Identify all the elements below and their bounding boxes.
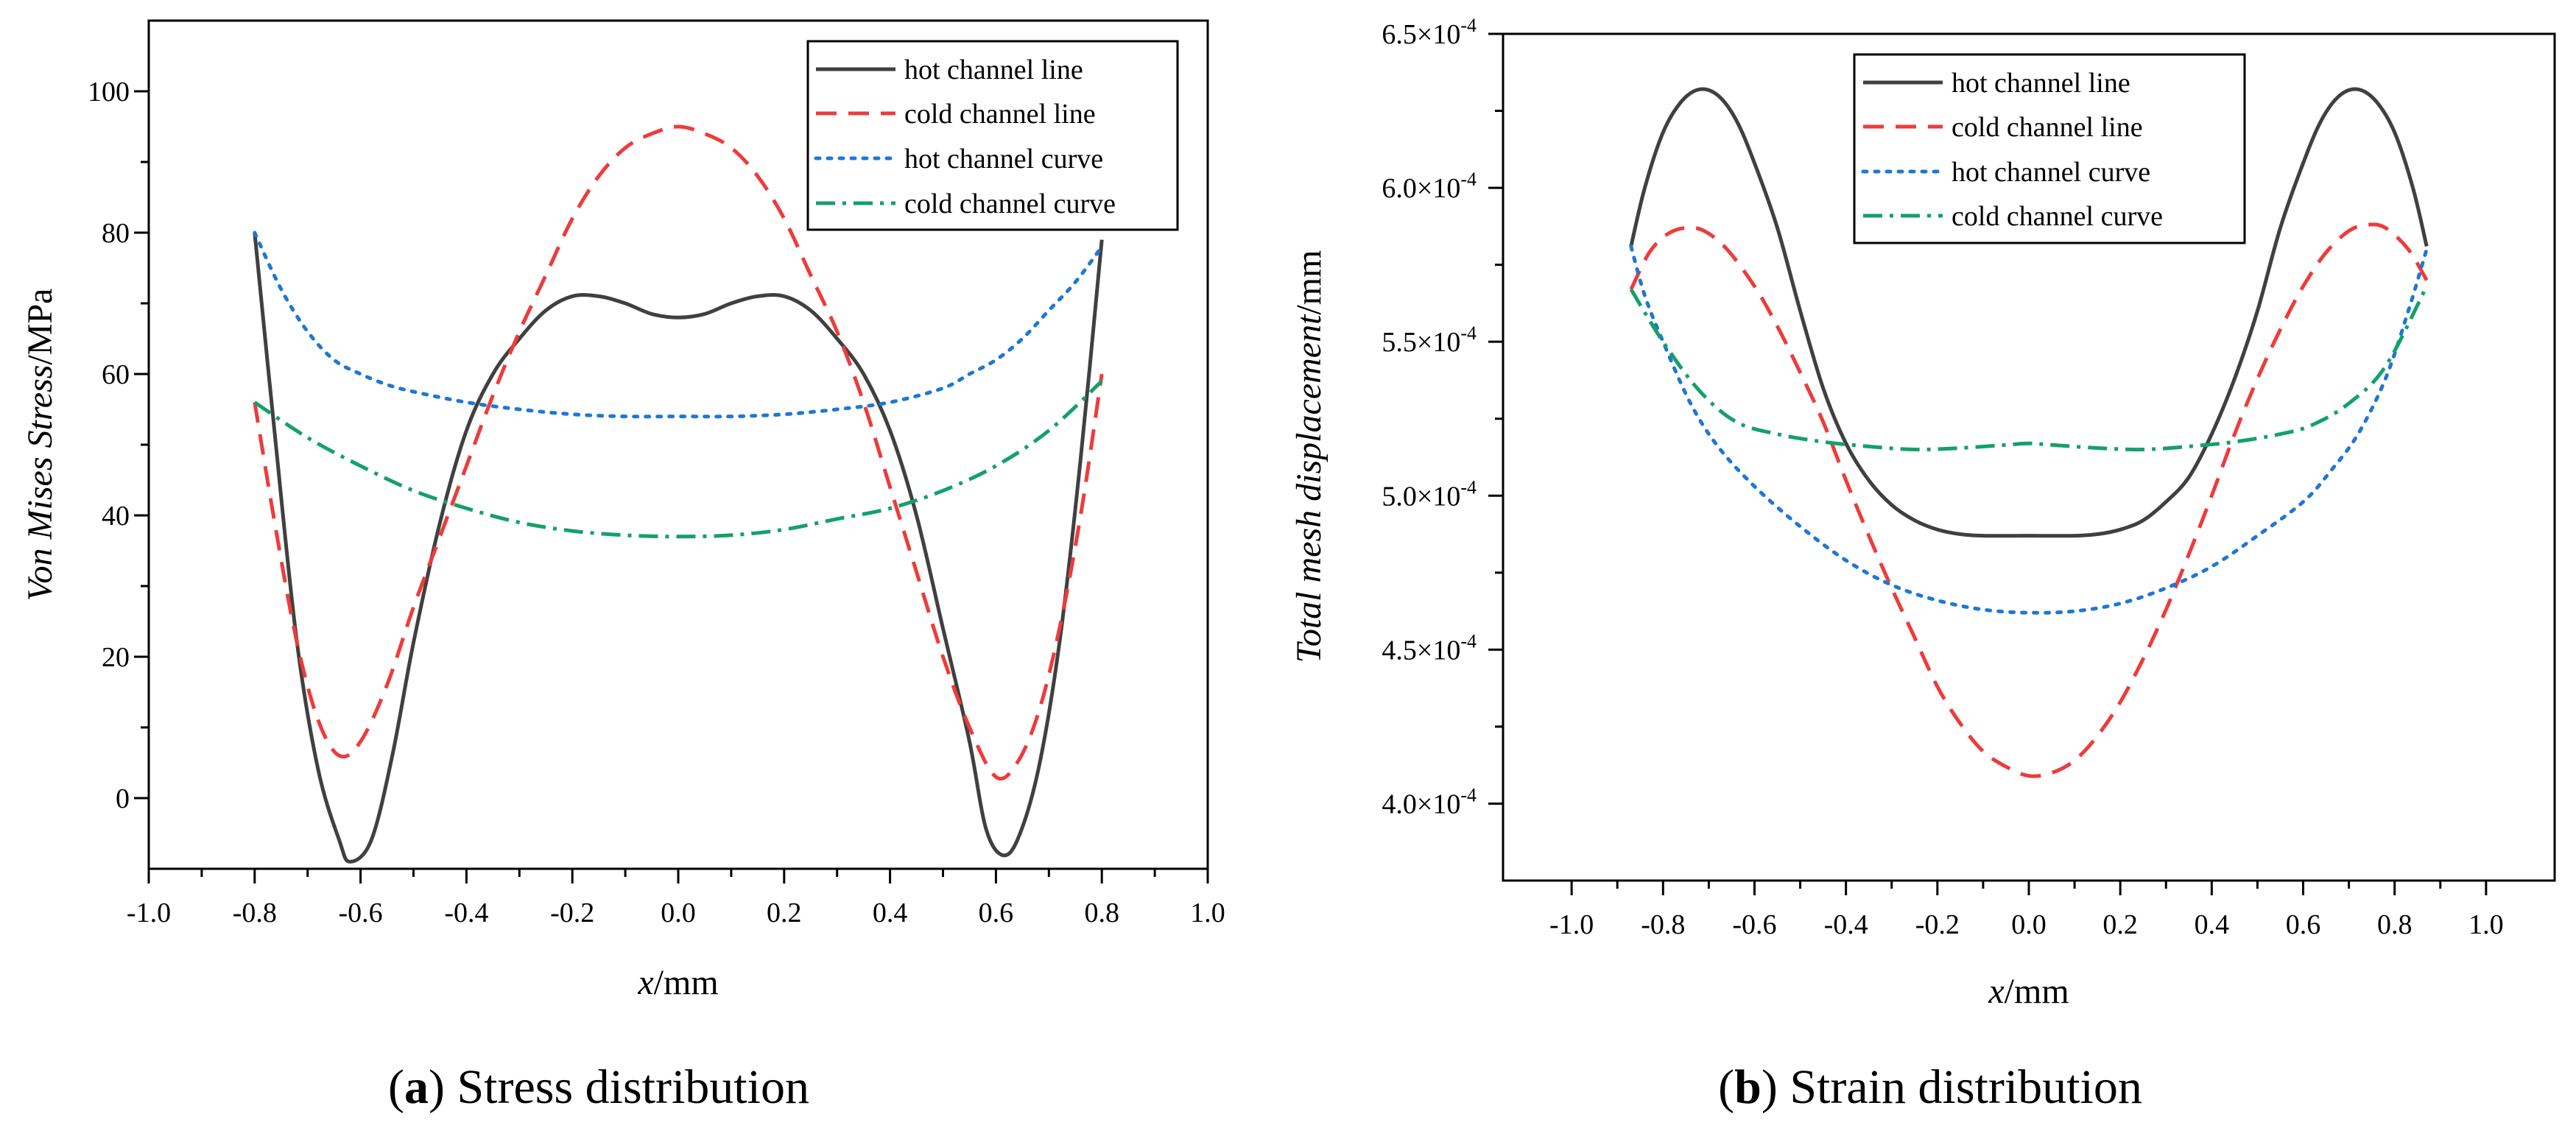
legend-cold-line: cold channel line bbox=[904, 99, 1096, 130]
series-hot-channel-line bbox=[1629, 87, 2429, 538]
legend-hot-line: hot channel line bbox=[1952, 68, 2130, 99]
x-tick-label: -1.0 bbox=[1549, 909, 1594, 940]
x-tick-label: -0.6 bbox=[1732, 909, 1776, 940]
caption-a: (a) Stress distribution bbox=[388, 1060, 809, 1114]
x-tick-label: -0.4 bbox=[444, 898, 488, 928]
x-tick-label: -0.8 bbox=[233, 898, 277, 928]
x-tick-label: -0.6 bbox=[339, 898, 383, 928]
x-tick-label: -0.2 bbox=[1915, 909, 1960, 940]
legend-cold-line: cold channel line bbox=[1952, 112, 2143, 143]
y-axis-label: Total mesh displacement/mm bbox=[1289, 250, 1329, 663]
x-tick-label: -0.4 bbox=[1824, 909, 1868, 940]
legend-box bbox=[806, 40, 1179, 231]
y-tick-label: 4.5×10-4 bbox=[1382, 630, 1477, 666]
x-tick-label: 0.4 bbox=[873, 898, 908, 928]
legend-cold-curve: cold channel curve bbox=[1952, 201, 2163, 232]
y-tick-label: 4.0×10-4 bbox=[1382, 784, 1477, 819]
series-hot-channel-curve bbox=[253, 230, 1104, 419]
y-tick-label: 80 bbox=[102, 218, 130, 249]
x-axis-label: x/mm bbox=[1988, 972, 2069, 1011]
y-axis-label: Von Mises Stress/MPa bbox=[21, 289, 60, 602]
x-tick-label: 0.8 bbox=[1084, 898, 1119, 928]
legend: hot channel line cold channel line hot c… bbox=[806, 40, 1179, 231]
x-tick-label: 1.0 bbox=[1190, 898, 1225, 928]
series-cold-channel-line bbox=[1629, 222, 2429, 778]
x-axis-label: x/mm bbox=[637, 963, 718, 1002]
legend-hot-line: hot channel line bbox=[904, 54, 1083, 85]
series-hot-channel-curve bbox=[1629, 244, 2429, 615]
series-cold-channel-curve bbox=[253, 379, 1103, 539]
x-tick-label: 0.8 bbox=[2377, 909, 2413, 940]
y-tick-label: 5.0×10-4 bbox=[1382, 476, 1477, 512]
legend-cold-curve: cold channel curve bbox=[904, 188, 1116, 219]
series-cold-channel-curve bbox=[1629, 285, 2429, 452]
y-tick-label: 40 bbox=[102, 501, 130, 532]
legend: hot channel line cold channel line hot c… bbox=[1853, 53, 2246, 244]
y-tick-label: 20 bbox=[102, 642, 130, 673]
x-tick-label: -0.2 bbox=[550, 898, 594, 928]
strain-chart: -1.0 -0.8 -0.6 -0.4 -0.2 0.0 0.2 0.4 0.6 0.8 1.0 4.… bbox=[1289, 15, 2556, 1114]
x-tick-label: 0.0 bbox=[661, 898, 696, 928]
legend-hot-curve: hot channel curve bbox=[904, 144, 1103, 174]
x-tick-label: 0.6 bbox=[979, 898, 1014, 928]
x-tick-label: 0.4 bbox=[2195, 909, 2230, 940]
x-tick-label: 0.2 bbox=[2102, 909, 2138, 940]
y-tick-label: 6.0×10-4 bbox=[1382, 169, 1477, 204]
y-tick-label: 6.5×10-4 bbox=[1382, 15, 1477, 50]
stress-chart: -1.0 -0.8 -0.6 -0.4 -0.2 0.0 0.2 0.4 0.6 0.8 1.0 0 2… bbox=[21, 19, 1225, 1114]
y-tick-label: 0 bbox=[116, 783, 130, 814]
x-tick-label: -0.8 bbox=[1641, 909, 1685, 940]
x-tick-label: 0.6 bbox=[2286, 909, 2321, 940]
x-tick-label: 0.2 bbox=[767, 898, 802, 928]
series-cold-channel-line bbox=[253, 124, 1104, 781]
x-tick-label: 1.0 bbox=[2468, 909, 2504, 940]
x-tick-label: 0.0 bbox=[2011, 909, 2047, 940]
y-tick-label: 60 bbox=[102, 359, 130, 390]
x-tick-label: -1.0 bbox=[127, 898, 171, 928]
y-tick-label: 5.5×10-4 bbox=[1382, 322, 1477, 358]
y-tick-label: 100 bbox=[88, 77, 130, 107]
series-hot-channel-line bbox=[253, 232, 1104, 864]
caption-b: (b) Strain distribution bbox=[1718, 1060, 2142, 1114]
legend-hot-curve: hot channel curve bbox=[1952, 157, 2150, 188]
legend-box bbox=[1853, 53, 2246, 244]
